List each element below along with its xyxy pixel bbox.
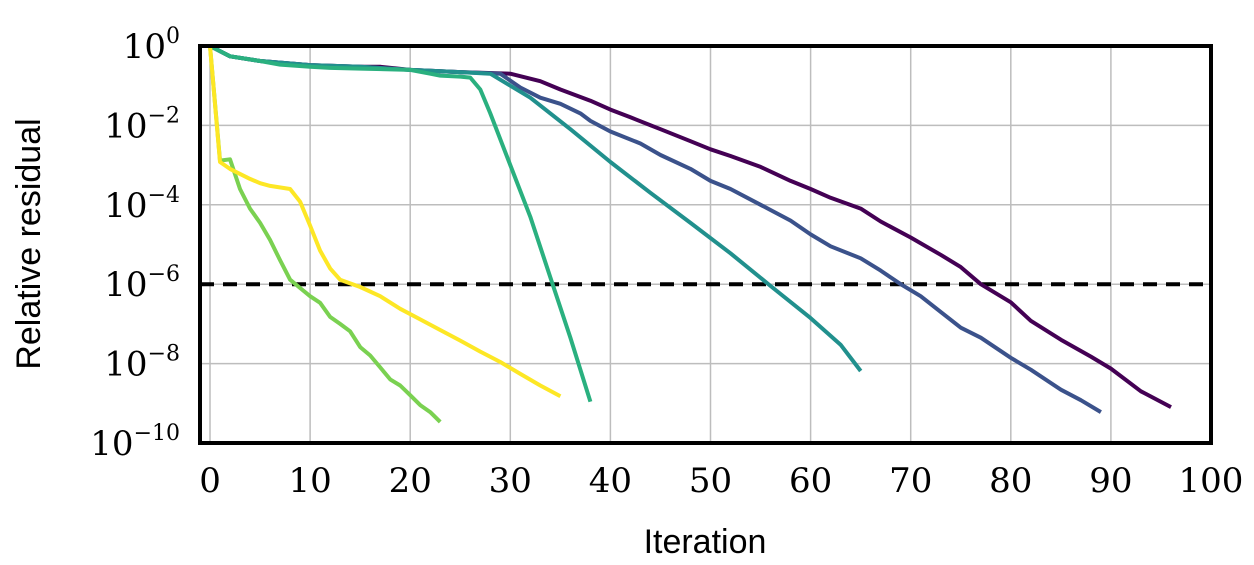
series-line-1 (209, 44, 1172, 409)
series-group (208, 44, 1172, 424)
x-tick-label: 90 (1089, 461, 1132, 501)
x-tick-label: 100 (1179, 461, 1244, 501)
x-tick-label: 30 (489, 461, 532, 501)
grid (200, 45, 1212, 444)
x-tick-label: 0 (199, 461, 221, 501)
x-tick-label: 20 (389, 461, 432, 501)
y-tick-labels: 100 10−2 10−4 10−6 10−8 10−10 (90, 24, 180, 464)
y-tick-label: 10−10 (90, 421, 180, 464)
x-tick-label: 40 (589, 461, 632, 501)
series-line-5 (208, 45, 442, 424)
y-tick-label: 100 (123, 24, 180, 67)
y-axis-label: Relative residual (10, 118, 48, 369)
x-tick-label: 10 (288, 461, 331, 501)
series-line-6 (208, 45, 562, 399)
x-tick-label: 80 (989, 461, 1032, 501)
y-tick-label: 10−4 (104, 183, 180, 226)
plot-frame (198, 44, 1213, 445)
x-tick-label: 70 (889, 461, 932, 501)
x-tick-labels: 0 10 20 30 40 50 60 70 80 90 100 (199, 461, 1243, 501)
y-tick-label: 10−6 (104, 262, 180, 305)
plot-frame-group (198, 44, 1213, 445)
y-tick-label: 10−2 (104, 103, 180, 146)
series-line-4 (209, 44, 593, 403)
series-line-2 (209, 44, 1102, 414)
y-tick-label: 10−8 (104, 342, 180, 385)
x-tick-label: 60 (789, 461, 832, 501)
x-tick-label: 50 (689, 461, 732, 501)
x-axis-label: Iteration (644, 523, 767, 561)
